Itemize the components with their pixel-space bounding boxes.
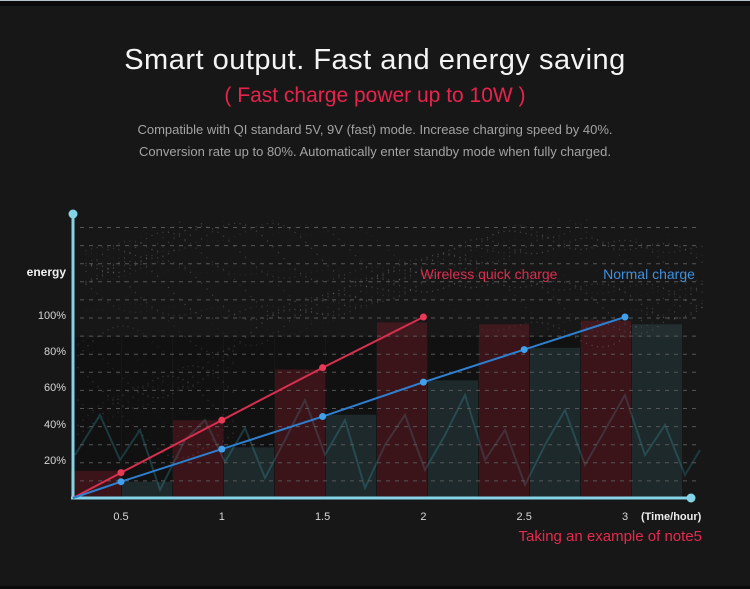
particle-wave-decoration bbox=[77, 218, 703, 459]
page-title: Smart output. Fast and energy saving bbox=[124, 44, 626, 76]
page-subtitle: ( Fast charge power up to 10W ) bbox=[224, 84, 526, 107]
wireless-series-dot bbox=[419, 313, 427, 321]
description-line-2: Conversion rate up to 80%. Automatically… bbox=[139, 144, 611, 159]
bar-backdrop bbox=[326, 337, 376, 497]
bar-backdrop bbox=[173, 337, 223, 497]
bar-backdrop bbox=[581, 337, 631, 497]
wireless-series-dot bbox=[319, 364, 327, 372]
normal-series-dot bbox=[319, 413, 327, 421]
background-bar-normal bbox=[224, 447, 274, 497]
background-bar-normal bbox=[530, 347, 580, 497]
background-bar-normal bbox=[428, 380, 478, 497]
normal-series-dot bbox=[520, 346, 528, 354]
y-axis-end-dot bbox=[68, 209, 78, 219]
background-bar-normal bbox=[326, 414, 376, 497]
normal-series-dot bbox=[419, 378, 427, 386]
wireless-series-dot bbox=[117, 469, 125, 477]
bar-backdrop bbox=[530, 337, 580, 497]
bar-backdrop bbox=[632, 337, 682, 497]
background-bar-wireless bbox=[479, 324, 529, 497]
bar-backdrop bbox=[71, 337, 121, 497]
normal-series-dot bbox=[621, 313, 629, 321]
top-shade-band bbox=[0, 1, 750, 6]
bar-backdrop bbox=[224, 337, 274, 497]
background-bar-normal bbox=[122, 481, 172, 497]
wireless-series-dot bbox=[218, 416, 226, 424]
normal-series-dot bbox=[117, 478, 125, 486]
description-line-1: Compatible with QI standard 5V, 9V (fast… bbox=[137, 122, 613, 137]
bottom-shade-band bbox=[0, 586, 750, 589]
background-bar-normal bbox=[632, 324, 682, 497]
background-bar-wireless bbox=[377, 322, 427, 497]
description: Compatible with QI standard 5V, 9V (fast… bbox=[0, 119, 750, 163]
normal-series-dot bbox=[218, 445, 226, 453]
bar-backdrop bbox=[377, 337, 427, 497]
x-axis-end-dot bbox=[686, 493, 696, 503]
bar-backdrop bbox=[122, 337, 172, 497]
bar-backdrop bbox=[275, 337, 325, 497]
top-border-line bbox=[0, 0, 750, 1]
